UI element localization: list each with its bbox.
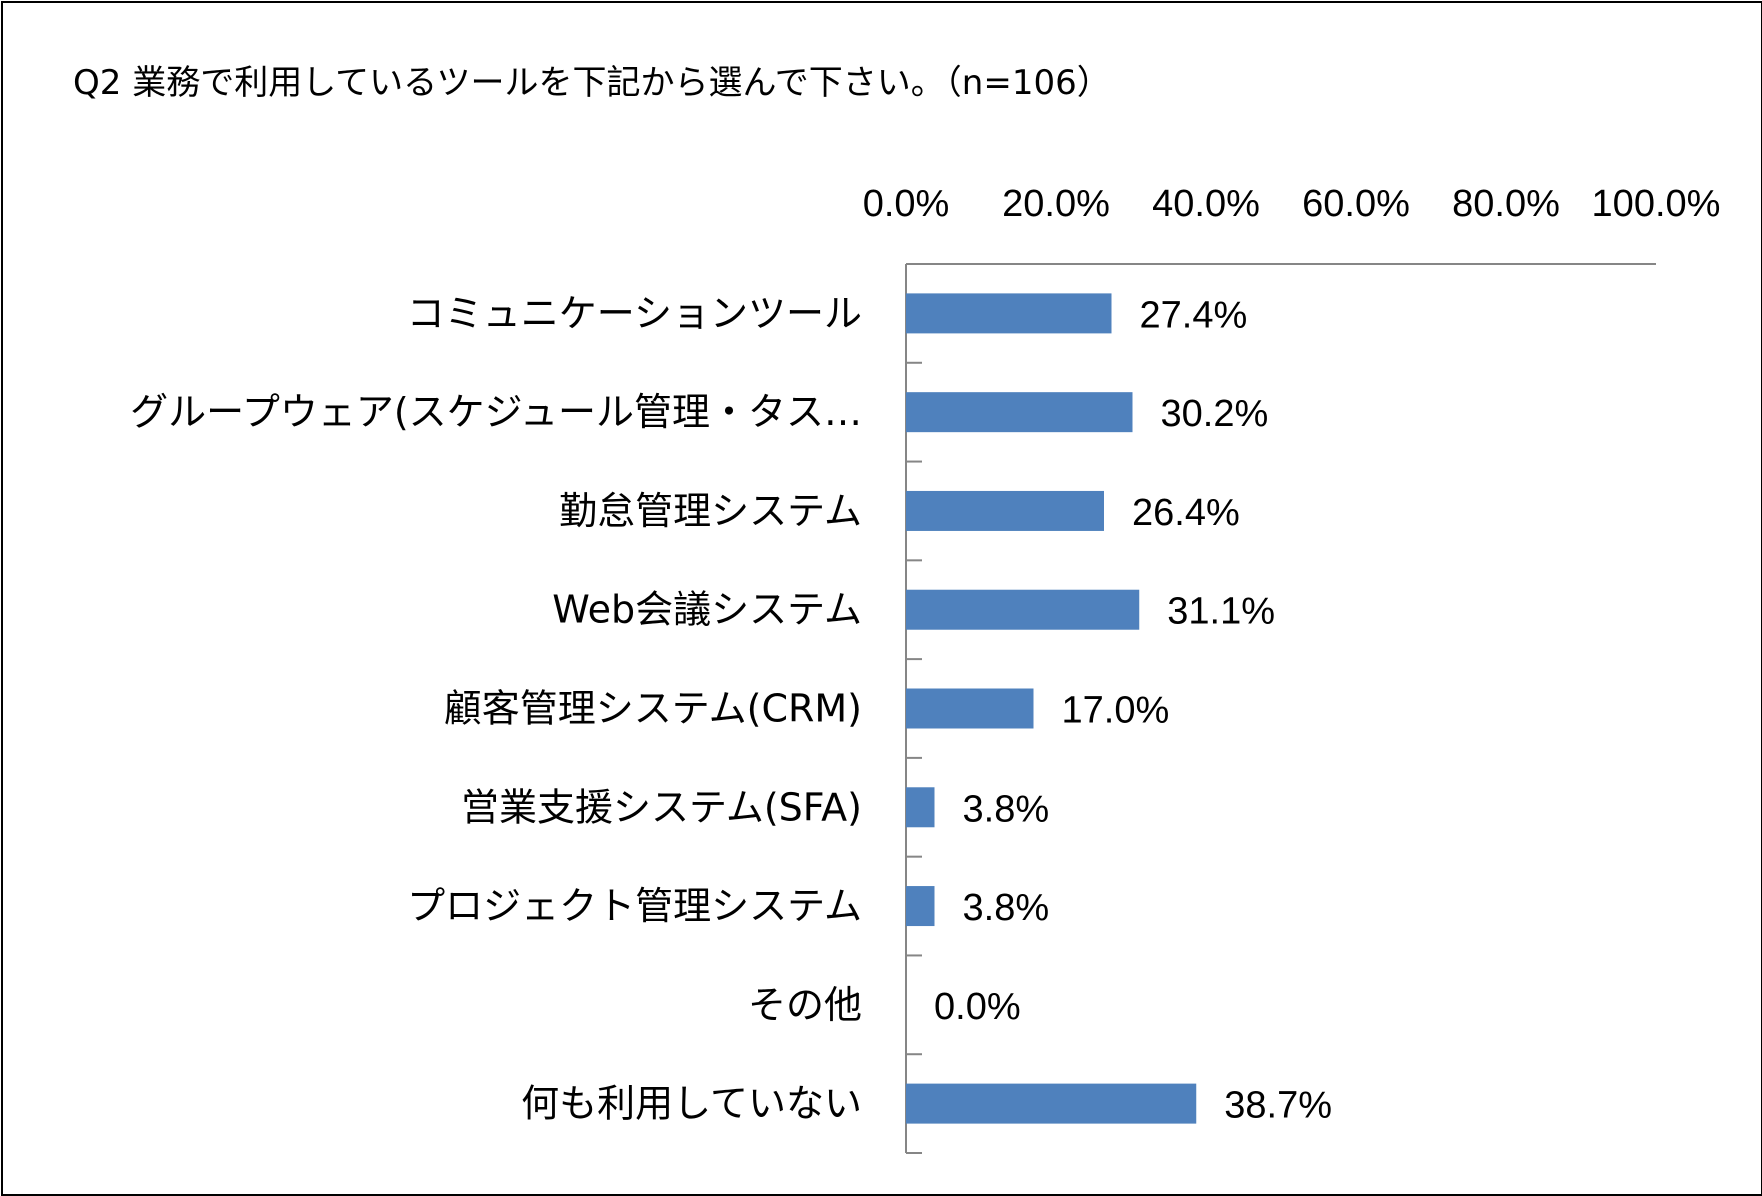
chart-title: Q2 業務で利用しているツールを下記から選んで下さい。（n=106） [73,63,1111,103]
data-label: 30.2% [1161,393,1269,435]
data-label: 31.1% [1167,591,1275,633]
x-tick-label: 40.0% [1152,183,1260,225]
data-label: 38.7% [1224,1085,1332,1127]
category-label: その他 [748,983,862,1027]
bar [906,1083,1197,1124]
data-label: 3.8% [963,887,1050,929]
category-label: 何も利用していない [521,1082,862,1126]
data-label: 3.8% [963,788,1050,830]
data-label: 0.0% [934,986,1021,1028]
category-label: グループウェア(スケジュール管理・タス… [130,390,862,434]
x-tick-label: 100.0% [1592,183,1721,225]
data-label: 26.4% [1132,492,1240,534]
bar [906,490,1104,531]
x-tick-label: 60.0% [1302,183,1410,225]
x-tick-label: 20.0% [1002,183,1110,225]
bar [906,392,1133,433]
data-label: 17.0% [1062,690,1170,732]
category-label: 営業支援システム(SFA) [461,785,862,829]
category-label: Web会議システム [552,588,862,632]
category-label: 勤怠管理システム [559,489,862,533]
x-tick-label: 0.0% [863,183,950,225]
category-label: プロジェクト管理システム [407,884,862,928]
category-label: コミュニケーションツール [407,291,862,335]
bar [906,589,1140,630]
bar [906,886,935,927]
data-label: 27.4% [1140,294,1248,336]
bar [906,688,1034,729]
bar [906,293,1112,334]
x-tick-label: 80.0% [1452,183,1560,225]
bar [906,787,935,828]
category-label: 顧客管理システム(CRM) [444,687,862,731]
